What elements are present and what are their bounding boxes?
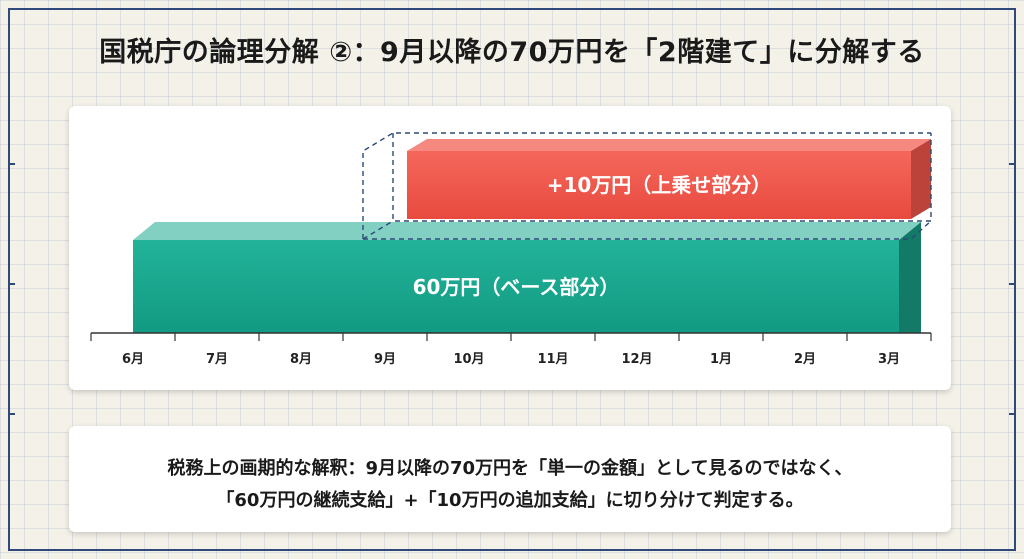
projection-outline — [362, 220, 394, 240]
projection-outline — [392, 133, 932, 222]
explanation-line-1: 税務上の画期的な解釈：9月以降の70万円を「単一の金額」として見るのではなく、 — [167, 458, 853, 479]
month-label: 11月 — [537, 352, 568, 367]
frame-tick — [8, 283, 15, 285]
month-label: 10月 — [453, 352, 484, 367]
frame-tick — [8, 163, 15, 165]
explanation-card: 税務上の画期的な解釈：9月以降の70万円を「単一の金額」として見るのではなく、 … — [69, 426, 951, 532]
frame-tick — [1009, 163, 1016, 165]
month-label: 7月 — [206, 352, 228, 367]
base-bar-side-face — [899, 222, 921, 333]
two-tier-diagram: 6月 7月 8月 9月 10月 11月 12月 1月 2月 3月 60万円（ベース部分） +10万… — [90, 132, 932, 367]
month-label: 6月 — [122, 352, 144, 367]
top-bar-label: +10万円（上乗せ部分） — [547, 173, 772, 197]
month-label: 12月 — [621, 352, 652, 367]
month-label: 8月 — [290, 352, 312, 367]
frame-tick — [1009, 283, 1016, 285]
top-bar-front-face — [407, 151, 911, 219]
top-bar-top-face — [407, 139, 931, 151]
base-bar-top-face — [133, 222, 921, 240]
base-bar-front-face — [133, 240, 899, 333]
month-label: 1月 — [710, 352, 732, 367]
projection-outline — [363, 220, 932, 240]
explanation-line-2: 「60万円の継続支給」+「10万円の追加支給」に切り分けて判定する。 — [216, 490, 804, 511]
frame-tick — [8, 413, 15, 415]
page-frame — [8, 8, 1016, 551]
projection-outline — [362, 132, 931, 239]
month-label: 9月 — [374, 352, 396, 367]
month-label: 2月 — [794, 352, 816, 367]
page-title: 国税庁の論理分解 ②：9月以降の70万円を「2階建て」に分解する — [99, 37, 925, 68]
top-bar-side-face — [911, 139, 931, 219]
month-label: 3月 — [878, 352, 900, 367]
diagram-card: 6月 7月 8月 9月 10月 11月 12月 1月 2月 3月 60万円（ベース部分） +10万… — [69, 106, 951, 390]
frame-tick — [1009, 413, 1016, 415]
base-bar-label: 60万円（ベース部分） — [413, 275, 620, 299]
